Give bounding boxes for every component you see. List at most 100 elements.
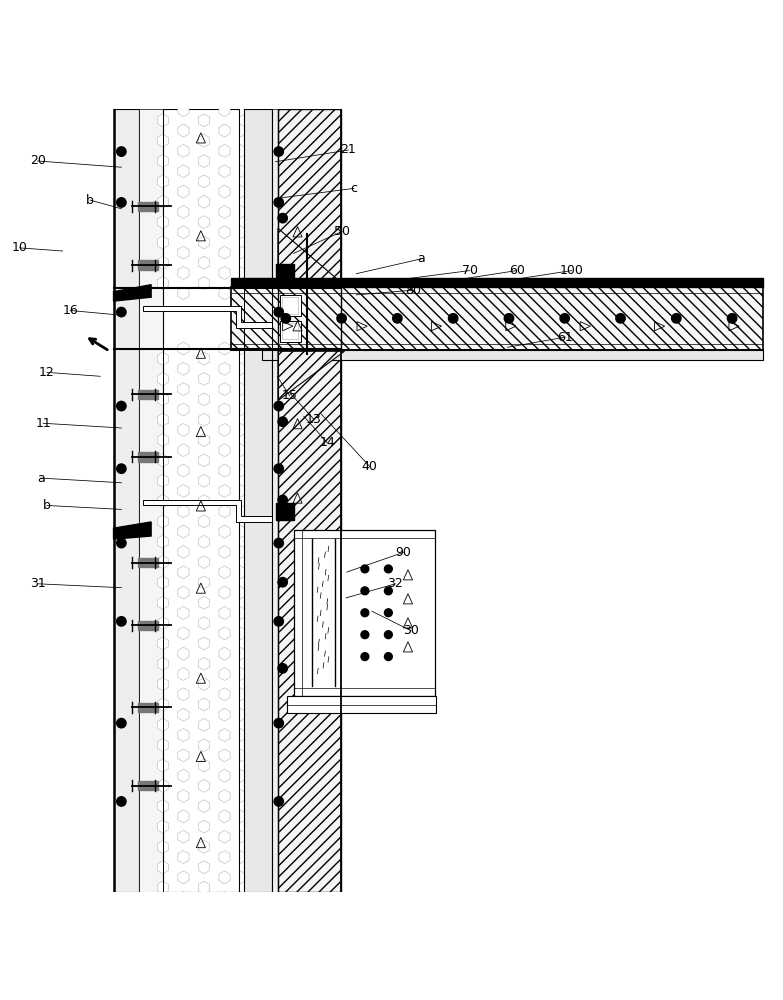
Text: a: a	[37, 472, 45, 485]
Circle shape	[392, 314, 402, 323]
Bar	[138, 202, 158, 211]
Polygon shape	[114, 522, 151, 539]
Text: 90: 90	[395, 546, 411, 559]
Text: 20: 20	[30, 154, 45, 167]
Circle shape	[384, 565, 392, 573]
Bar	[114, 108, 139, 892]
Circle shape	[117, 464, 126, 473]
Polygon shape	[143, 500, 272, 522]
Bar	[138, 703, 158, 712]
Circle shape	[361, 609, 369, 617]
Text: 15: 15	[282, 389, 298, 402]
Bar	[138, 558, 158, 567]
Circle shape	[278, 417, 287, 426]
Text: 100: 100	[560, 264, 583, 277]
Circle shape	[361, 565, 369, 573]
Text: 21: 21	[341, 143, 356, 156]
Bar	[244, 108, 272, 892]
Circle shape	[274, 538, 283, 548]
Polygon shape	[278, 228, 345, 285]
Circle shape	[337, 314, 346, 323]
Bar	[231, 278, 763, 287]
Circle shape	[560, 314, 569, 323]
Bar	[287, 696, 436, 713]
Circle shape	[361, 587, 369, 595]
Bar	[138, 621, 158, 630]
Circle shape	[117, 401, 126, 411]
Bar	[278, 108, 341, 286]
Text: 16: 16	[63, 304, 78, 317]
Circle shape	[727, 314, 737, 323]
Circle shape	[117, 718, 126, 728]
Circle shape	[384, 587, 392, 595]
Circle shape	[274, 307, 283, 317]
Text: b: b	[86, 194, 94, 207]
Circle shape	[278, 213, 287, 223]
Bar	[163, 111, 239, 283]
Text: 12: 12	[39, 366, 55, 379]
Bar	[282, 323, 298, 339]
Bar	[294, 530, 435, 696]
Circle shape	[384, 631, 392, 639]
Bar	[231, 287, 763, 350]
Text: b: b	[43, 499, 51, 512]
Text: 10: 10	[12, 241, 27, 254]
Circle shape	[449, 314, 458, 323]
Circle shape	[384, 609, 392, 617]
Bar	[138, 452, 158, 462]
Circle shape	[615, 314, 625, 323]
Bar	[163, 354, 239, 888]
Bar	[138, 390, 158, 399]
Circle shape	[117, 797, 126, 806]
Text: 61: 61	[557, 331, 573, 344]
Bar	[280, 295, 301, 316]
Text: 31: 31	[30, 577, 45, 590]
Circle shape	[274, 797, 283, 806]
Circle shape	[274, 718, 283, 728]
Bar	[272, 108, 278, 892]
Text: c: c	[351, 182, 357, 195]
Text: 70: 70	[462, 264, 478, 277]
Circle shape	[278, 578, 287, 587]
Bar	[276, 503, 294, 520]
Circle shape	[117, 198, 126, 207]
Circle shape	[361, 653, 369, 661]
Bar	[276, 264, 294, 281]
Circle shape	[384, 653, 392, 661]
Bar	[278, 350, 341, 892]
Text: 40: 40	[362, 460, 377, 473]
Polygon shape	[114, 285, 151, 301]
Circle shape	[672, 314, 681, 323]
Circle shape	[278, 495, 287, 505]
Circle shape	[117, 617, 126, 626]
Circle shape	[361, 631, 369, 639]
Bar	[139, 108, 163, 892]
Polygon shape	[143, 306, 272, 328]
Circle shape	[274, 617, 283, 626]
Text: 60: 60	[509, 264, 525, 277]
Circle shape	[117, 538, 126, 548]
Text: 80: 80	[406, 284, 421, 297]
Circle shape	[117, 147, 126, 156]
Bar	[163, 108, 239, 892]
Text: a: a	[417, 252, 425, 265]
Circle shape	[504, 314, 514, 323]
Circle shape	[278, 664, 287, 673]
Bar	[282, 297, 298, 314]
Bar	[138, 781, 158, 790]
Circle shape	[274, 147, 283, 156]
Circle shape	[274, 401, 283, 411]
Text: 11: 11	[35, 417, 51, 430]
Text: 14: 14	[319, 436, 335, 449]
Text: 50: 50	[334, 225, 350, 238]
Text: 13: 13	[306, 413, 322, 426]
Bar	[280, 321, 301, 342]
Circle shape	[274, 198, 283, 207]
Text: 30: 30	[403, 624, 419, 637]
Text: 32: 32	[388, 577, 403, 590]
Circle shape	[274, 464, 283, 473]
Polygon shape	[278, 351, 345, 401]
Bar	[138, 260, 158, 270]
Circle shape	[117, 307, 126, 317]
Bar	[278, 287, 341, 350]
